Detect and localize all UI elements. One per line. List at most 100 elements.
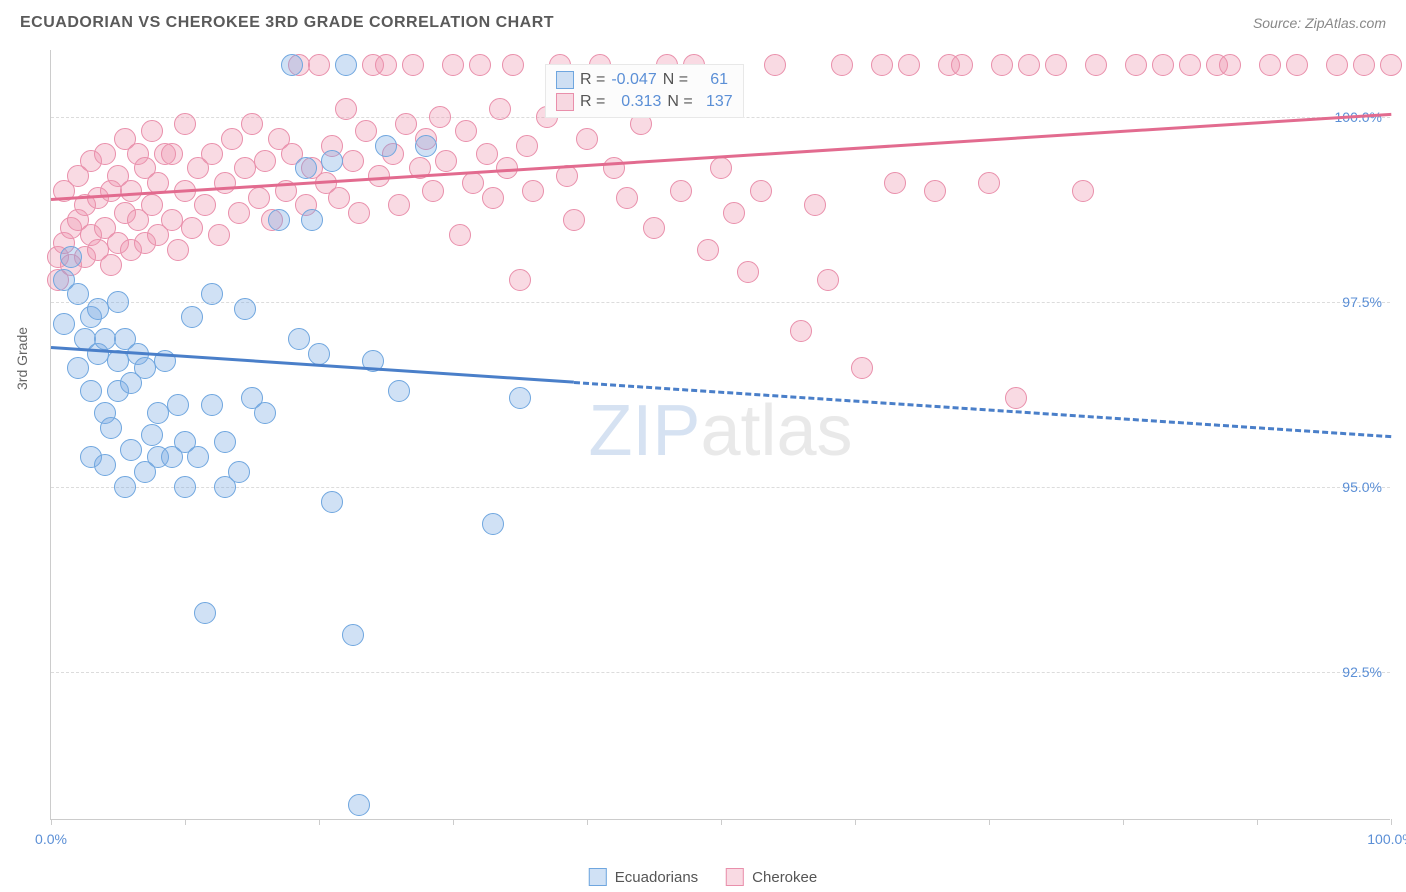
legend-item-cherokee: Cherokee [726, 868, 817, 886]
r-value-ecuadorian: -0.047 [611, 71, 656, 89]
point-ecuadorian [187, 446, 209, 468]
point-ecuadorian [288, 328, 310, 350]
point-cherokee [476, 143, 498, 165]
point-cherokee [449, 224, 471, 246]
n-label: N = [667, 93, 692, 111]
point-cherokee [201, 143, 223, 165]
point-cherokee [737, 261, 759, 283]
point-cherokee [697, 239, 719, 261]
point-ecuadorian [94, 454, 116, 476]
point-ecuadorian [147, 402, 169, 424]
point-cherokee [851, 357, 873, 379]
point-ecuadorian [482, 513, 504, 535]
point-ecuadorian [375, 135, 397, 157]
point-ecuadorian [268, 209, 290, 231]
legend-swatch-cherokee [726, 868, 744, 886]
y-tick-label: 95.0% [1342, 479, 1382, 495]
point-ecuadorian [509, 387, 531, 409]
legend-bottom: Ecuadorians Cherokee [589, 868, 817, 886]
point-ecuadorian [415, 135, 437, 157]
point-cherokee [502, 54, 524, 76]
point-cherokee [120, 180, 142, 202]
point-ecuadorian [295, 157, 317, 179]
r-value-cherokee: 0.313 [611, 93, 661, 111]
point-cherokee [804, 194, 826, 216]
point-cherokee [516, 135, 538, 157]
point-cherokee [181, 217, 203, 239]
x-tick-label-end: 100.0% [1367, 831, 1406, 847]
point-cherokee [670, 180, 692, 202]
point-cherokee [1125, 54, 1147, 76]
point-ecuadorian [174, 476, 196, 498]
point-cherokee [435, 150, 457, 172]
point-cherokee [208, 224, 230, 246]
point-cherokee [469, 54, 491, 76]
legend-label-ecuadorian: Ecuadorians [615, 869, 698, 886]
point-cherokee [194, 194, 216, 216]
point-cherokee [576, 128, 598, 150]
point-cherokee [100, 254, 122, 276]
gridline [51, 672, 1390, 673]
x-tick [319, 819, 320, 825]
x-tick [1257, 819, 1258, 825]
n-label: N = [663, 71, 688, 89]
point-cherokee [455, 120, 477, 142]
r-label: R = [580, 71, 605, 89]
point-cherokee [723, 202, 745, 224]
x-tick [453, 819, 454, 825]
point-ecuadorian [201, 394, 223, 416]
point-ecuadorian [67, 357, 89, 379]
point-ecuadorian [67, 283, 89, 305]
source-label: Source: ZipAtlas.com [1253, 15, 1386, 31]
point-cherokee [241, 113, 263, 135]
point-cherokee [1072, 180, 1094, 202]
point-cherokee [342, 150, 364, 172]
point-ecuadorian [342, 624, 364, 646]
point-cherokee [991, 54, 1013, 76]
x-tick-label-start: 0.0% [35, 831, 67, 847]
x-tick [51, 819, 52, 825]
point-cherokee [254, 150, 276, 172]
point-cherokee [348, 202, 370, 224]
point-cherokee [442, 54, 464, 76]
point-ecuadorian [80, 380, 102, 402]
point-cherokee [335, 98, 357, 120]
point-ecuadorian [348, 794, 370, 816]
point-cherokee [482, 187, 504, 209]
point-cherokee [764, 54, 786, 76]
point-cherokee [871, 54, 893, 76]
point-ecuadorian [335, 54, 357, 76]
point-cherokee [643, 217, 665, 239]
point-cherokee [1286, 54, 1308, 76]
point-ecuadorian [281, 54, 303, 76]
point-ecuadorian [167, 394, 189, 416]
x-tick [1391, 819, 1392, 825]
point-ecuadorian [100, 417, 122, 439]
point-ecuadorian [141, 424, 163, 446]
point-cherokee [563, 209, 585, 231]
point-ecuadorian [308, 343, 330, 365]
point-cherokee [395, 113, 417, 135]
point-ecuadorian [60, 246, 82, 268]
stats-row-cherokee: R = 0.313 N = 137 [556, 91, 733, 113]
point-cherokee [1179, 54, 1201, 76]
watermark-left: ZIP [588, 390, 700, 470]
point-cherokee [817, 269, 839, 291]
y-tick-label: 92.5% [1342, 664, 1382, 680]
point-cherokee [429, 106, 451, 128]
n-value-cherokee: 137 [699, 93, 733, 111]
x-tick [587, 819, 588, 825]
point-cherokee [1380, 54, 1402, 76]
watermark: ZIPatlas [588, 389, 852, 471]
point-ecuadorian [214, 431, 236, 453]
point-cherokee [161, 209, 183, 231]
x-tick [989, 819, 990, 825]
point-ecuadorian [201, 283, 223, 305]
point-cherokee [1353, 54, 1375, 76]
point-ecuadorian [120, 439, 142, 461]
y-tick-label: 97.5% [1342, 294, 1382, 310]
point-cherokee [422, 180, 444, 202]
point-ecuadorian [254, 402, 276, 424]
point-cherokee [1005, 387, 1027, 409]
point-cherokee [228, 202, 250, 224]
